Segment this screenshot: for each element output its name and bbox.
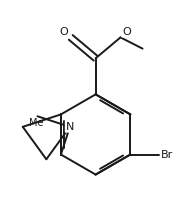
Text: O: O bbox=[60, 27, 68, 37]
Text: Me: Me bbox=[29, 118, 44, 128]
Text: Br: Br bbox=[161, 150, 173, 160]
Text: N: N bbox=[66, 122, 74, 132]
Text: O: O bbox=[122, 27, 131, 37]
